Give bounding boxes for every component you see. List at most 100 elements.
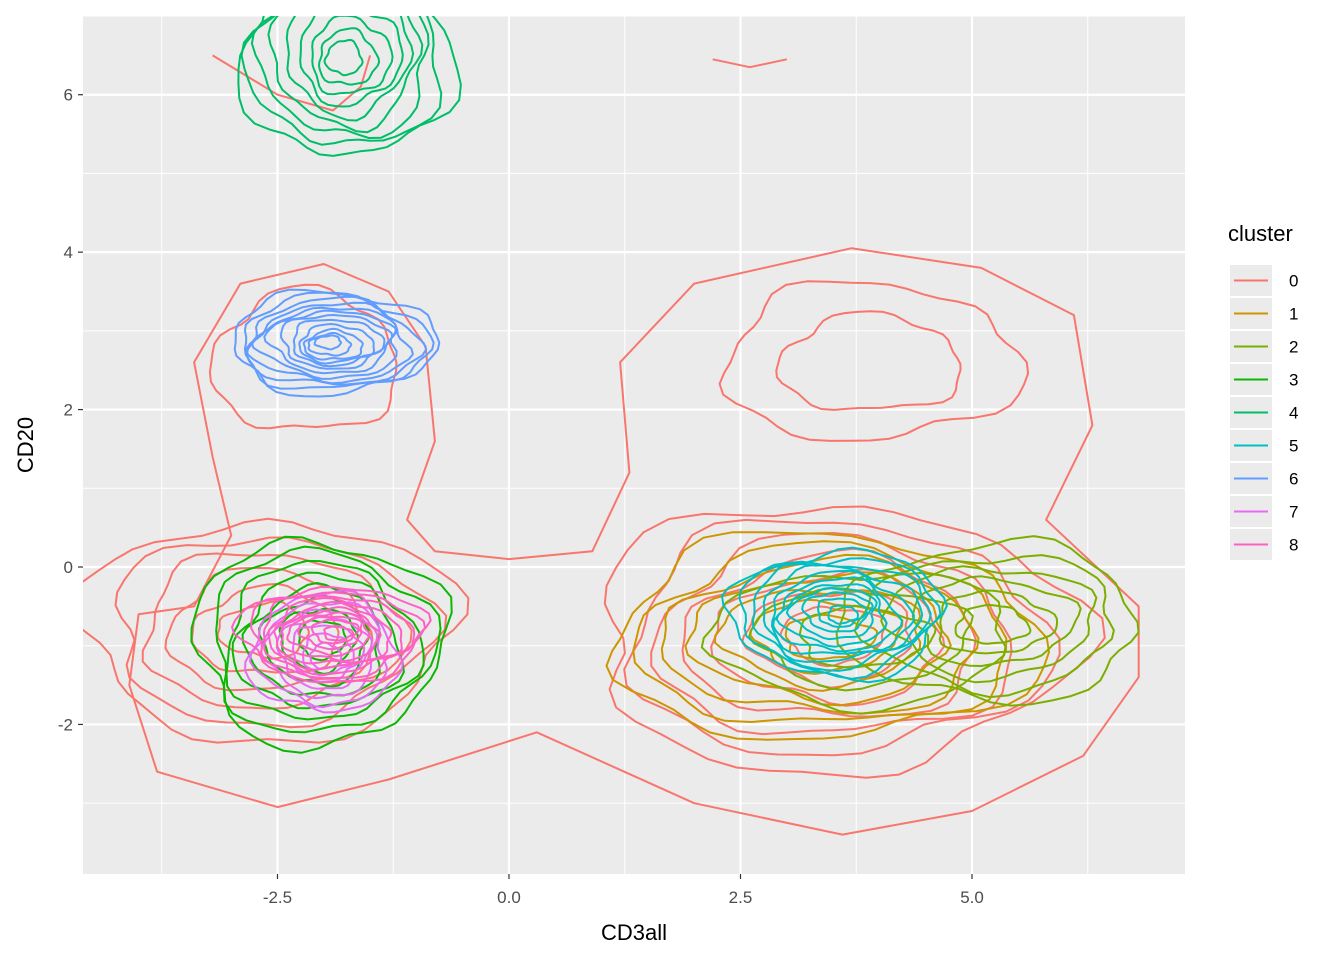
x-tick-label: 2.5: [729, 888, 753, 907]
legend-label: 2: [1289, 338, 1298, 357]
contour-line: [267, 16, 424, 134]
y-tick-label: -2: [58, 715, 73, 734]
plot-panel: [83, 16, 1185, 874]
contour-line: [302, 327, 364, 361]
legend-label: 8: [1289, 536, 1298, 555]
contour-line: [721, 546, 948, 684]
contour-line: [748, 586, 974, 692]
legend-item-1: 1: [1230, 298, 1298, 329]
contour-series-6: [233, 288, 441, 398]
legend-item-8: 8: [1230, 529, 1298, 560]
contour-line: [880, 565, 1098, 684]
contour-line: [299, 16, 404, 108]
contour-line: [718, 280, 1030, 442]
contour-line: [280, 314, 394, 370]
y-tick-label: 6: [64, 86, 73, 105]
y-tick-label: 2: [64, 401, 73, 420]
contour-line: [215, 545, 442, 734]
contour-line: [700, 572, 1007, 715]
legend-label: 5: [1289, 437, 1298, 456]
contour-line: [738, 557, 942, 680]
contour-line: [775, 583, 888, 648]
contour-line: [298, 323, 375, 365]
contour-line: [249, 601, 388, 709]
contour-line: [285, 16, 415, 122]
contour-line: [318, 27, 381, 86]
contour-series-8: [231, 586, 432, 684]
legend-item-2: 2: [1230, 331, 1298, 362]
x-axis: -2.5 0.0 2.5 5.0: [263, 874, 984, 907]
legend-label: 6: [1289, 470, 1298, 489]
contour-line: [799, 604, 937, 669]
contour-line: [280, 606, 382, 662]
contour-line: [286, 611, 371, 658]
y-tick-label: 4: [64, 243, 73, 262]
contour-line: [623, 518, 1061, 757]
contour-series-4: [237, 16, 462, 157]
contour-line: [632, 540, 1008, 723]
contour-series-2: [700, 535, 1140, 715]
legend-label: 4: [1289, 404, 1298, 423]
contour-line: [323, 625, 355, 642]
contour-line: [827, 604, 859, 625]
contour-line: [650, 532, 1013, 736]
contour-line: [292, 318, 386, 368]
contour-line: [275, 616, 374, 690]
legend-item-5: 5: [1230, 430, 1298, 461]
contour-line: [817, 597, 868, 628]
contour-line: [250, 16, 430, 139]
contour-series-0: [83, 54, 1140, 836]
x-axis-title: CD3all: [601, 920, 667, 945]
legend-item-0: 0: [1230, 265, 1298, 296]
contour-line: [245, 301, 414, 385]
contour-outline: [128, 247, 1140, 836]
contour-layer: [83, 16, 1140, 836]
legend-item-3: 3: [1230, 364, 1298, 395]
legend-label: 0: [1289, 272, 1298, 291]
contour-line: [225, 559, 425, 721]
contour-outline: [712, 58, 788, 69]
contour-line: [297, 615, 363, 651]
legend-item-7: 7: [1230, 496, 1298, 527]
contour-line: [785, 587, 878, 641]
contour-series-5: [721, 546, 948, 684]
contour-line: [262, 595, 416, 676]
contour-line: [323, 39, 364, 77]
contour-line: [684, 571, 952, 707]
contour-line: [83, 517, 470, 744]
y-axis-title: CD20: [13, 417, 38, 473]
contour-outline: [212, 54, 372, 112]
contour-line: [801, 591, 874, 633]
contour-line: [273, 600, 393, 665]
x-tick-label: 0.0: [497, 888, 521, 907]
contour-line: [250, 306, 398, 380]
contour-line: [250, 591, 426, 680]
contour-line: [954, 604, 1032, 645]
contour-line: [775, 310, 962, 411]
legend-title: cluster: [1228, 221, 1293, 246]
contour-line: [603, 505, 1106, 779]
contour-line: [208, 283, 398, 430]
legend-label: 1: [1289, 305, 1298, 324]
contour-line: [231, 586, 432, 684]
legend-item-4: 4: [1230, 397, 1298, 428]
contour-line: [853, 554, 1115, 699]
contour-line: [307, 331, 353, 357]
contour-line: [243, 291, 435, 390]
legend-item-6: 6: [1230, 463, 1298, 494]
y-axis: -2 0 2 4 6: [58, 86, 83, 734]
legend-label: 7: [1289, 503, 1298, 522]
contour-line: [190, 535, 453, 754]
contour-line: [752, 560, 932, 672]
contour-line: [240, 16, 443, 146]
contour-line: [263, 309, 397, 375]
contour-line: [938, 589, 1059, 655]
contour-line: [771, 569, 915, 655]
legend: cluster 0 1 2 3 4 5 6 7 8: [1228, 221, 1298, 560]
contour-line: [835, 535, 1140, 707]
contour-line: [298, 619, 348, 662]
contour-line: [310, 618, 360, 645]
y-tick-label: 0: [64, 558, 73, 577]
contour-line: [237, 16, 462, 157]
